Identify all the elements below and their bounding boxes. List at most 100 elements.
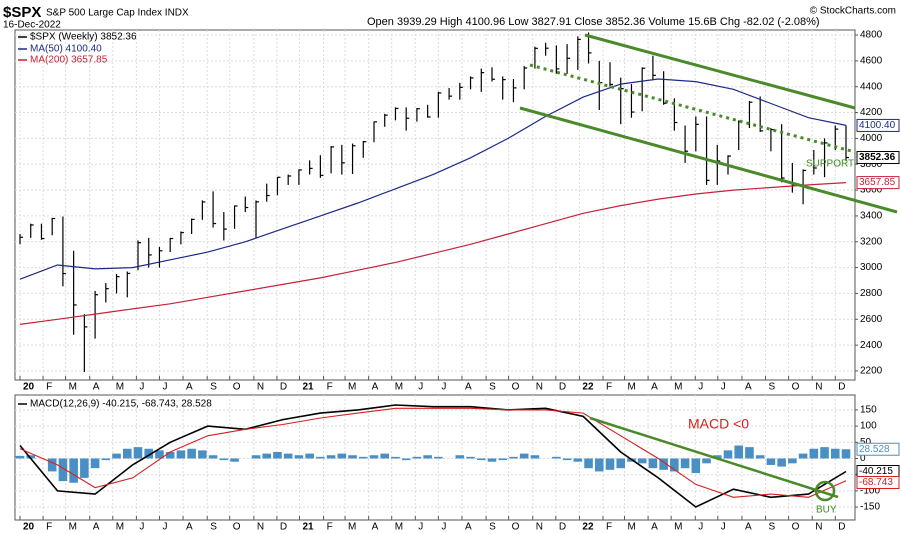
x-tick-label: A xyxy=(651,522,658,533)
legend-label: MA(200) 3657.85 xyxy=(30,55,108,66)
credit: © StockCharts.com xyxy=(810,6,896,17)
x-tick-label: 21 xyxy=(302,382,314,393)
histogram-bar xyxy=(26,455,36,459)
histogram-bar xyxy=(391,456,400,459)
date: 16-Dec-2022 xyxy=(3,20,61,31)
histogram-bar xyxy=(573,458,583,462)
histogram-bar xyxy=(208,455,218,459)
histogram-bar xyxy=(605,458,615,470)
histogram-bar xyxy=(176,450,186,459)
x-tick-label: J xyxy=(418,522,423,533)
histogram-bar xyxy=(509,456,518,459)
x-tick-label: J xyxy=(698,522,703,533)
histogram-bar xyxy=(648,458,658,469)
x-tick-label: N xyxy=(257,382,264,393)
x-tick-label: A xyxy=(93,382,100,393)
histogram-bar xyxy=(734,445,744,459)
legend-label: MACD(12,26,9) -40.215, -68.743, 28.528 xyxy=(30,399,212,410)
histogram-bar xyxy=(745,447,754,459)
y-tick-label: 4000 xyxy=(860,133,883,144)
subtitle: S&P 500 Large Cap Index INDX xyxy=(46,8,189,19)
y-tick-label: 3000 xyxy=(860,262,883,273)
x-tick-label: M xyxy=(348,522,356,533)
x-tick-label: M xyxy=(116,382,124,393)
histogram-bar xyxy=(369,455,379,459)
x-tick-label: M xyxy=(395,382,403,393)
histogram-bar xyxy=(198,450,207,459)
buy-circle xyxy=(814,480,836,502)
x-tick-label: O xyxy=(512,382,520,393)
x-tick-label: N xyxy=(536,382,543,393)
histogram-bar xyxy=(165,451,175,459)
last-value-box xyxy=(856,176,900,190)
histogram-bar xyxy=(262,453,272,459)
histogram-bar xyxy=(80,458,89,478)
last-value-label: -68.743 xyxy=(859,477,893,488)
histogram-bar xyxy=(659,458,668,470)
y-tick-label: 3800 xyxy=(860,159,883,170)
x-tick-label: 22 xyxy=(582,522,594,533)
histogram-bar xyxy=(412,456,422,459)
histogram-bar xyxy=(122,448,132,459)
y-tick-label: 4600 xyxy=(860,56,883,67)
upper-trendline xyxy=(584,33,856,110)
x-tick-label: D xyxy=(838,382,845,393)
histogram-bar xyxy=(251,455,261,459)
moving-average xyxy=(19,78,847,280)
x-tick-label: M xyxy=(627,522,635,533)
histogram-bar xyxy=(798,453,808,459)
y-tick-label: -100 xyxy=(860,485,880,496)
histogram-bar xyxy=(90,458,100,469)
x-tick-label: M xyxy=(674,382,682,393)
histogram-bar xyxy=(133,447,143,459)
x-tick-label: O xyxy=(512,522,520,533)
y-tick-label: 2400 xyxy=(860,340,883,351)
macd-trendline xyxy=(589,416,839,499)
x-tick-label: N xyxy=(815,522,822,533)
histogram-bar xyxy=(455,455,465,459)
histogram-bar xyxy=(69,458,78,483)
x-tick-label: A xyxy=(745,522,752,533)
histogram-bar xyxy=(766,458,776,465)
x-tick-label: F xyxy=(606,382,612,393)
x-tick-label: A xyxy=(372,522,379,533)
x-tick-label: D xyxy=(559,522,566,533)
x-tick-label: 21 xyxy=(302,522,314,533)
histogram-bar xyxy=(434,456,443,459)
middle-trendline xyxy=(529,63,856,154)
support-label: SUPPORT xyxy=(806,159,854,170)
x-tick-label: M xyxy=(395,522,403,533)
x-tick-label: A xyxy=(465,382,472,393)
histogram-bar xyxy=(841,449,851,459)
x-tick-label: J xyxy=(441,522,446,533)
histogram-bar xyxy=(723,450,733,459)
x-tick-label: O xyxy=(792,382,800,393)
histogram-bar xyxy=(112,453,121,459)
x-tick-label: J xyxy=(139,382,144,393)
x-tick-label: A xyxy=(372,382,379,393)
histogram-bar xyxy=(58,458,68,482)
x-tick-label: N xyxy=(815,382,822,393)
moving-average xyxy=(19,182,847,325)
histogram-bar xyxy=(15,455,25,459)
histogram-bar xyxy=(820,447,829,459)
x-tick-label: A xyxy=(186,382,193,393)
x-tick-label: M xyxy=(674,522,682,533)
x-tick-label: J xyxy=(441,382,446,393)
y-tick-label: 3400 xyxy=(860,211,883,222)
legend-label: $SPX (Weekly) 3852.36 xyxy=(30,32,137,43)
y-tick-label: 4200 xyxy=(860,107,883,118)
histogram-bar xyxy=(487,458,497,462)
histogram-bar xyxy=(562,458,572,461)
x-tick-label: J xyxy=(162,522,167,533)
y-tick-label: 2200 xyxy=(860,366,883,377)
x-tick-label: J xyxy=(162,382,167,393)
macd-line xyxy=(19,404,847,508)
x-tick-label: J xyxy=(698,382,703,393)
last-value-label: 3657.85 xyxy=(859,177,896,188)
x-tick-label: F xyxy=(327,382,333,393)
last-value-label: -40.215 xyxy=(859,466,893,477)
x-tick-label: S xyxy=(769,522,776,533)
